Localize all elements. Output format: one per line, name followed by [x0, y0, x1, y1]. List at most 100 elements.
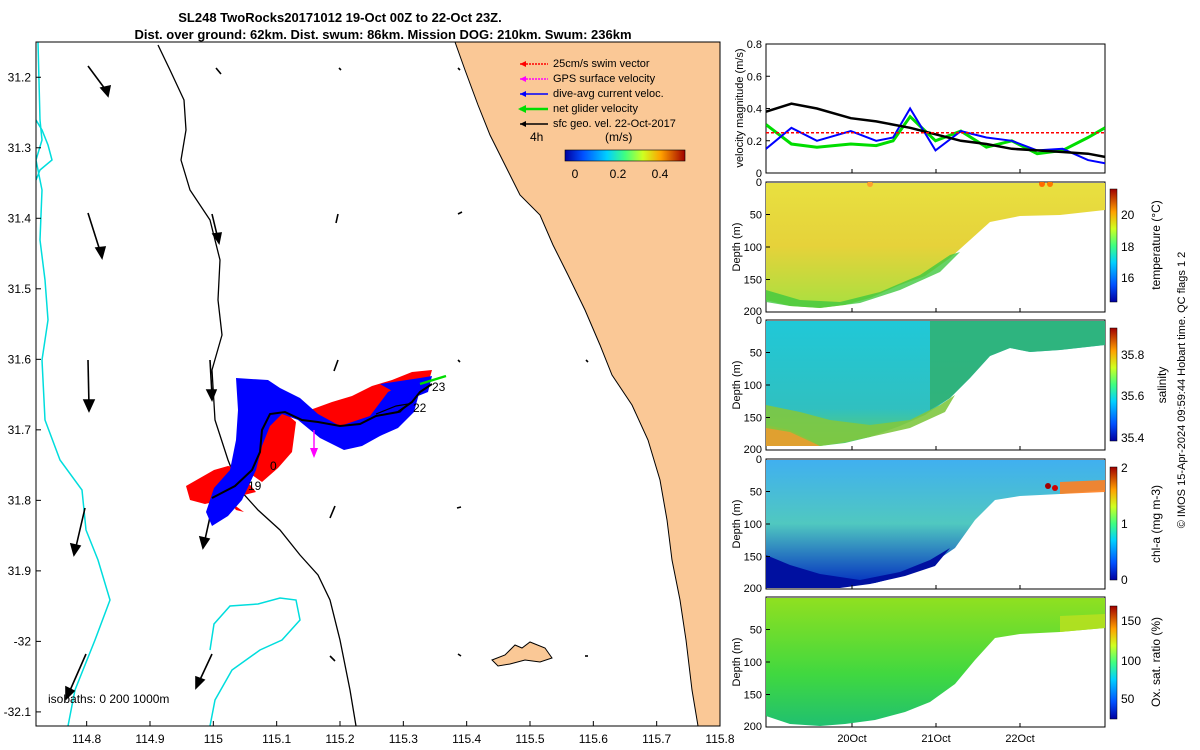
oxygen-cbar-tick-50: 50	[1121, 692, 1135, 706]
chla-cbar-label: chl-a (mg m-3)	[1149, 485, 1163, 563]
depth-tick-label: 0	[756, 177, 762, 189]
salinity-cbar-tick-356: 35.6	[1121, 389, 1145, 403]
map-y-tick-label: -32.1	[4, 705, 32, 719]
legend-swim: 25cm/s swim vector	[553, 58, 650, 70]
depth-tick-label: 50	[750, 625, 762, 637]
track-label-0: 0	[270, 459, 277, 473]
salinity-green-band	[930, 321, 1105, 410]
velocity-y-tick-label: 0	[756, 168, 762, 180]
map-x-tick-label: 115.5	[515, 732, 544, 746]
chla-cbar-tick-0: 0	[1121, 573, 1128, 587]
temperature-cbar-label: temperature (°C)	[1149, 200, 1163, 290]
map-x-tick-label: 115.1	[262, 732, 291, 746]
salinity-colorbar	[1109, 327, 1118, 442]
map-x-tick-label: 115	[204, 732, 223, 746]
velocity-y-ticks: 0 0.2 0.4 0.6 0.8	[747, 39, 770, 180]
map-x-tick-label: 114.9	[135, 732, 164, 746]
footer-timestamp: © IMOS 15-Apr-2024 09:59:44 Hobart time.…	[1176, 252, 1188, 529]
map-y-tick-label: 31.5	[8, 282, 32, 296]
temperature-colorbar	[1109, 188, 1118, 303]
temperature-panel: Depth (m) temperature (°C) 20 18 16	[731, 181, 1163, 313]
gps-velocity-arrowhead	[310, 448, 318, 458]
chla-cbar-tick-1: 1	[1121, 517, 1128, 531]
temperature-field	[766, 183, 1105, 308]
depth-tick-label: 200	[744, 583, 762, 595]
temperature-cbar-tick-18: 18	[1121, 240, 1135, 254]
map-x-tick-label: 114.8	[72, 732, 101, 746]
velocity-series	[766, 102, 1105, 165]
track-label-19: 19	[248, 479, 262, 493]
depth-tick-label: 150	[744, 275, 762, 287]
chla-surface-orange	[1060, 480, 1105, 494]
colorbar-unit: (m/s)	[605, 130, 632, 144]
chart-title-line2: Dist. over ground: 62km. Dist. swum: 86k…	[134, 27, 631, 42]
salinity-cbar-tick-358: 35.8	[1121, 348, 1145, 362]
isobath-cyan-south	[209, 597, 301, 726]
colorbar-tick-0: 0	[572, 167, 579, 181]
oxygen-cbar-label: Ox. sat. ratio (%)	[1149, 617, 1163, 707]
map-x-tick-label: 115.8	[705, 732, 734, 746]
legend-net: net glider velocity	[553, 103, 638, 115]
chla-deep	[766, 548, 950, 588]
speed-colorbar	[564, 149, 686, 162]
map-y-tick-label: 31.8	[8, 493, 32, 507]
salinity-cbar-tick-354: 35.4	[1121, 431, 1145, 445]
map-x-tick-label: 115.4	[452, 732, 481, 746]
depth-ticks: 0501001502000501001502000501001502005010…	[744, 177, 770, 733]
depth-tick-label: 100	[744, 519, 762, 531]
island	[491, 641, 553, 667]
oxygen-field	[766, 598, 1105, 726]
map-x-tick-label: 115.7	[642, 732, 671, 746]
time-tick-label: 20Oct	[837, 733, 866, 745]
legend-current: dive-avg current veloc.	[553, 88, 664, 100]
isobaths-label: isobaths: 0 200 1000m	[48, 692, 169, 706]
depth-tick-label: 0	[756, 315, 762, 327]
colorbar-tick-1: 0.2	[610, 167, 627, 181]
glider-track-loop	[375, 403, 410, 415]
chla-field	[766, 460, 1105, 587]
map-y-tick-label: -32	[14, 634, 32, 648]
velocity-line-dive-avg-current	[766, 106, 1105, 165]
geo-velocity-arrows	[65, 65, 589, 701]
salinity-ylabel: Depth (m)	[731, 361, 743, 410]
temperature-cbar-tick-16: 16	[1121, 271, 1135, 285]
legend-geo: sfc geo. vel. 22-Oct-2017	[553, 118, 676, 130]
map-y-tick-label: 31.9	[8, 564, 32, 578]
depth-tick-label: 150	[744, 690, 762, 702]
depth-tick-label: 150	[744, 552, 762, 564]
chart-title-line1: SL248 TwoRocks20171012 19-Oct 00Z to 22-…	[178, 10, 501, 25]
map-x-tick-label: 115.3	[389, 732, 418, 746]
depth-tick-label: 50	[750, 210, 762, 222]
time-ticks: 20Oct 21Oct 22Oct	[837, 169, 1035, 745]
map-frame	[35, 41, 721, 727]
chla-panel: Depth (m) chl-a (mg m-3) 2 1 0	[731, 458, 1163, 590]
time-tick-label: 22Oct	[1005, 733, 1034, 745]
map-panel: 19 0 22 23 25cm/s swim vector GPS surfac…	[4, 41, 735, 746]
depth-tick-label: 0	[756, 454, 762, 466]
oxygen-cbar-tick-100: 100	[1121, 654, 1141, 668]
oxygen-surface	[1060, 614, 1105, 632]
salinity-deep-green	[766, 395, 955, 446]
velocity-panel: velocity magnitude (m/s) 0 0.2 0.4 0.6 0.8	[734, 39, 1106, 180]
depth-tick-label: 200	[744, 306, 762, 318]
oxygen-colorbar	[1109, 605, 1118, 720]
depth-tick-label: 100	[744, 380, 762, 392]
map-legend: 25cm/s swim vector GPS surface velocity …	[518, 58, 686, 181]
colorbar-tick-2: 0.4	[652, 167, 669, 181]
oxygen-cbar-tick-150: 150	[1121, 614, 1141, 628]
map-y-tick-label: 31.2	[8, 70, 32, 84]
chla-colorbar	[1109, 466, 1118, 581]
map-x-ticks: 114.8 114.9 115 115.1 115.2 115.3 115.4 115.5 11…	[72, 721, 735, 746]
map-y-ticks: 31.2 31.3 31.4 31.5 31.6 31.7 31.8 31.9 -32 -32.1	[4, 70, 41, 719]
depth-tick-label: 50	[750, 487, 762, 499]
map-x-tick-label: 115.2	[325, 732, 354, 746]
legend-gps: GPS surface velocity	[553, 73, 656, 85]
velocity-y-tick-label: 0.4	[747, 104, 762, 116]
chla-cbar-tick-2: 2	[1121, 461, 1128, 475]
depth-tick-label: 200	[744, 721, 762, 733]
oxygen-ylabel: Depth (m)	[731, 638, 743, 687]
velocity-ylabel: velocity magnitude (m/s)	[734, 48, 746, 167]
land-mass	[454, 42, 720, 726]
net-velocity-arrow	[419, 374, 447, 386]
